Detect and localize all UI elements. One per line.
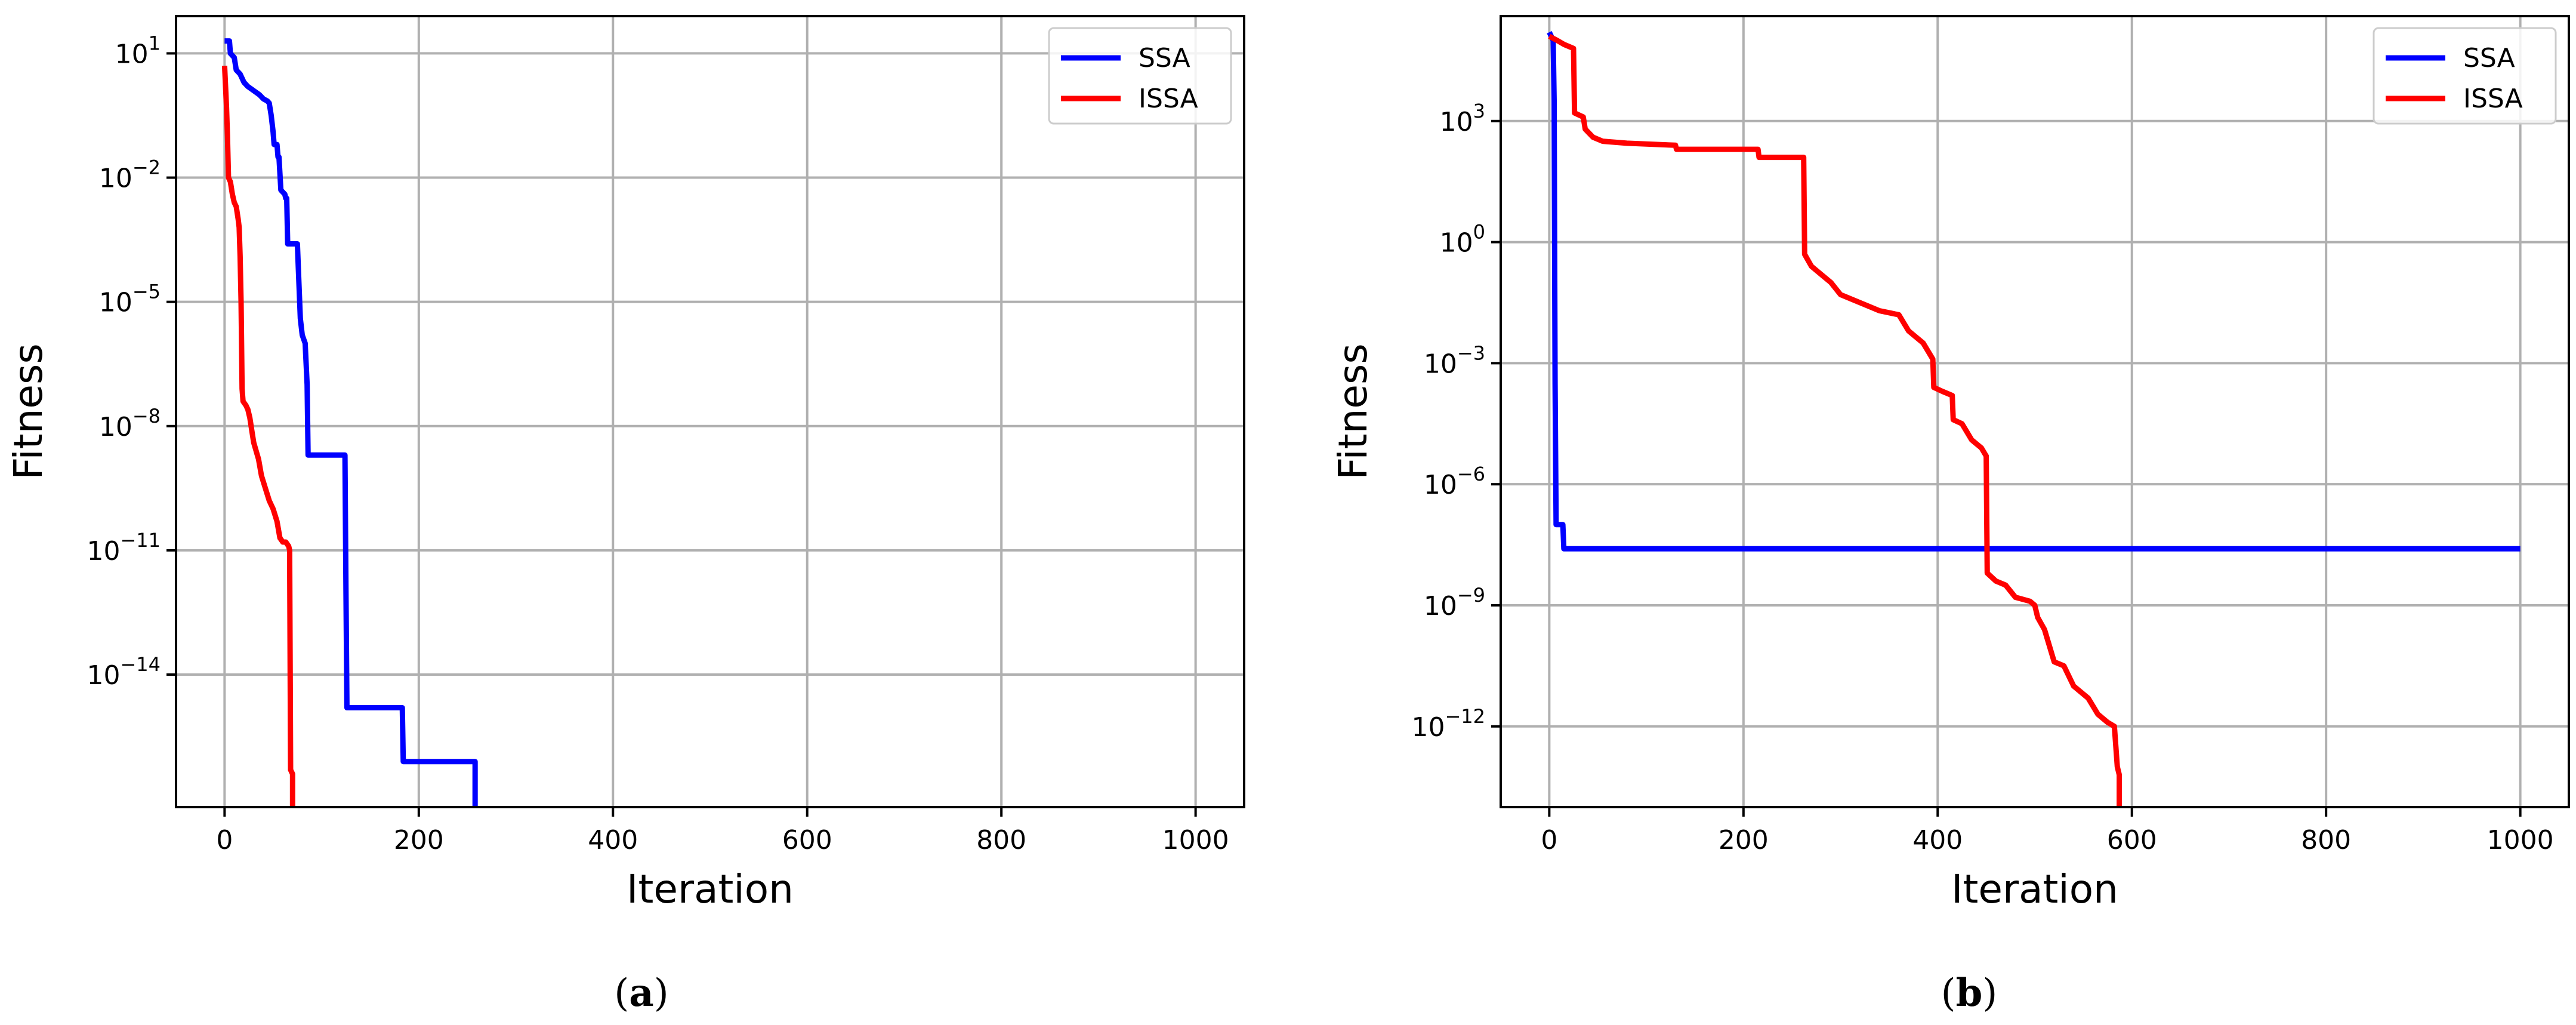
y-tick-label: 10−11 bbox=[87, 529, 161, 567]
series-line-ssa bbox=[224, 38, 478, 807]
legend-label-ssa: SSA bbox=[2463, 43, 2515, 73]
x-tick-label: 800 bbox=[2301, 825, 2351, 855]
y-tick-label: 10−14 bbox=[87, 653, 161, 691]
subfigure-caption: (a) bbox=[614, 971, 668, 1015]
series-line-issa bbox=[1548, 33, 2122, 807]
series-group bbox=[221, 38, 478, 807]
x-tick-label: 0 bbox=[216, 825, 233, 855]
x-axis-label: Iteration bbox=[1951, 866, 2118, 912]
legend: SSA ISSA bbox=[2373, 27, 2557, 125]
plot-frame bbox=[175, 15, 1245, 808]
series-line-ssa bbox=[1547, 31, 2521, 552]
x-tick-label: 600 bbox=[782, 825, 832, 855]
legend-label-issa: ISSA bbox=[1139, 84, 1198, 114]
subfigure-caption: (b) bbox=[1941, 971, 1998, 1015]
y-tick-label: 100 bbox=[1440, 221, 1485, 258]
grid bbox=[1501, 16, 2569, 807]
x-tick-label: 1000 bbox=[2487, 825, 2554, 855]
y-axis-label: Fitness bbox=[1330, 343, 1376, 480]
y-axis-label: Fitness bbox=[5, 343, 51, 480]
legend-label-issa: ISSA bbox=[2463, 84, 2523, 114]
x-tick-label: 0 bbox=[1541, 825, 1557, 855]
grid bbox=[176, 16, 1244, 807]
y-tick-label: 10−8 bbox=[99, 405, 161, 442]
x-axis-label: Iteration bbox=[627, 866, 794, 912]
chart-b: 0 200 400 600 800 1000 103 100 10−3 10−6 10−9 10−12… bbox=[1330, 15, 2570, 1015]
x-tick-label: 800 bbox=[976, 825, 1026, 855]
series-group bbox=[1547, 31, 2521, 807]
y-tick-label: 101 bbox=[115, 32, 161, 69]
x-tick-label: 200 bbox=[394, 825, 444, 855]
x-tick-label: 1000 bbox=[1162, 825, 1229, 855]
y-tick-label: 10−2 bbox=[99, 156, 161, 194]
series-line-issa bbox=[221, 65, 295, 807]
legend-label-ssa: SSA bbox=[1139, 43, 1190, 73]
y-tick-label: 10−9 bbox=[1424, 584, 1485, 621]
x-tick-label: 600 bbox=[2107, 825, 2157, 855]
y-tick-label: 10−3 bbox=[1424, 341, 1485, 379]
y-tick-label: 103 bbox=[1440, 100, 1485, 137]
y-tick-label: 10−12 bbox=[1411, 705, 1485, 743]
chart-a: 0 200 400 600 800 1000 101 10−2 10−5 10−8 10−11 10−… bbox=[5, 15, 1245, 1015]
x-tick-label: 200 bbox=[1719, 825, 1769, 855]
plot-frame bbox=[1500, 15, 2570, 808]
y-tick-label: 10−5 bbox=[99, 281, 161, 318]
x-tick-label: 400 bbox=[1912, 825, 1963, 855]
y-tick-label: 10−6 bbox=[1424, 463, 1485, 500]
legend: SSA ISSA bbox=[1048, 27, 1232, 125]
x-tick-label: 400 bbox=[588, 825, 638, 855]
